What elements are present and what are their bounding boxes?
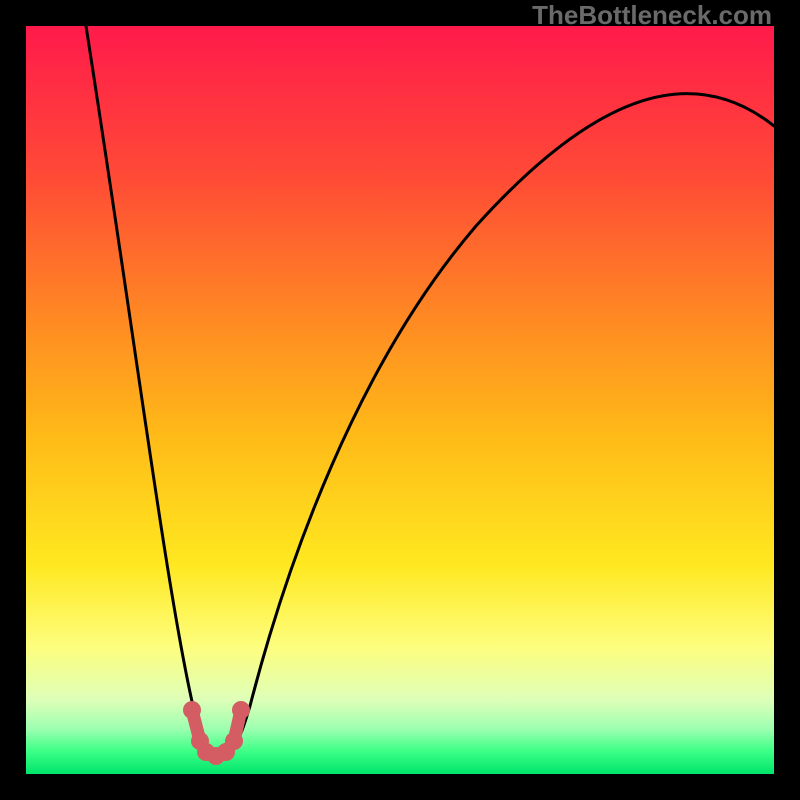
plot-area bbox=[26, 26, 774, 774]
chart-frame: TheBottleneck.com bbox=[0, 0, 800, 800]
marker-point bbox=[232, 701, 250, 719]
marker-point bbox=[225, 732, 243, 750]
marker-point bbox=[183, 701, 201, 719]
gradient-background bbox=[26, 26, 774, 774]
plot-svg bbox=[26, 26, 774, 774]
watermark-text: TheBottleneck.com bbox=[532, 0, 772, 31]
